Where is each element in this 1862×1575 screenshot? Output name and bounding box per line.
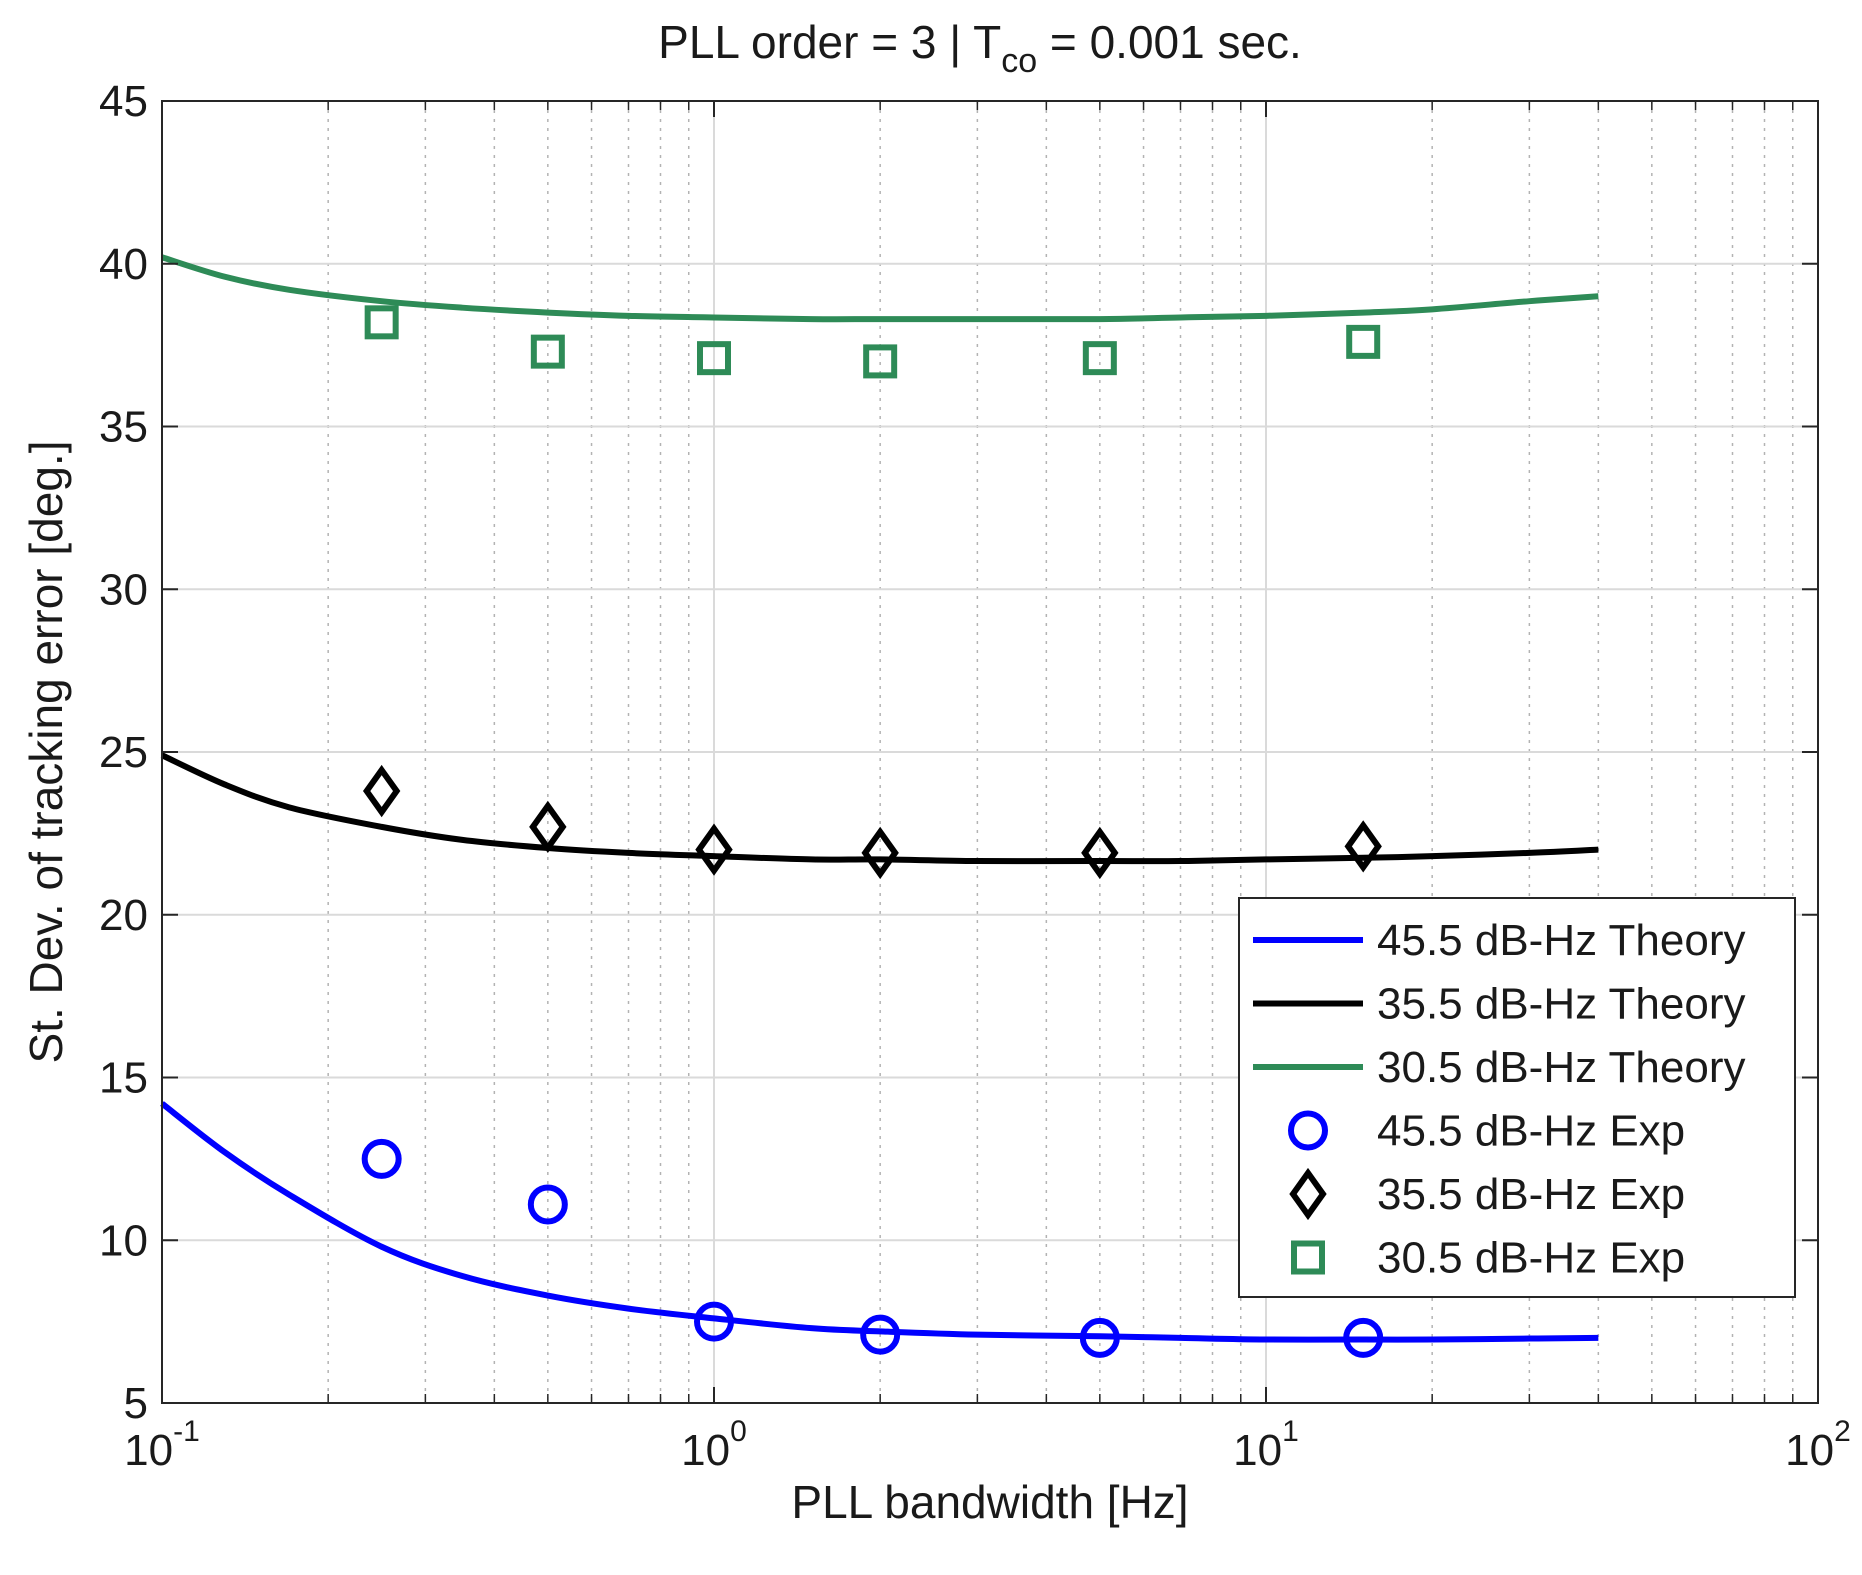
x-tick-label-base: 10 <box>681 1426 730 1475</box>
data-point-circle <box>1343 1317 1384 1358</box>
data-point-diamond <box>362 764 401 818</box>
x-tick-label: 10-1 <box>124 1415 200 1475</box>
legend-item: 45.5 dB-Hz Exp <box>1288 1107 1685 1156</box>
data-point-square <box>863 344 898 379</box>
legend-marker-diamond <box>1289 1167 1327 1221</box>
data-point-circle <box>361 1138 402 1179</box>
chart-title-subscript: co <box>1001 42 1037 80</box>
y-tick-label: 10 <box>99 1216 148 1265</box>
series-line <box>160 752 1599 865</box>
y-tick-label: 35 <box>99 403 148 452</box>
x-axis-label: PLL bandwidth [Hz] <box>791 1476 1188 1528</box>
x-tick-label-base: 10 <box>1233 1426 1282 1475</box>
series-line <box>161 254 1599 323</box>
legend-box <box>1238 897 1796 1298</box>
legend-item: 35.5 dB-Hz Exp <box>1289 1167 1685 1221</box>
chart-title: PLL order = 3 | Tco = 0.001 sec. <box>658 16 1302 80</box>
y-tick-label: 30 <box>99 565 148 614</box>
y-tick-label: 15 <box>99 1054 148 1103</box>
series-0 <box>160 1101 1599 1343</box>
data-point-square <box>364 305 399 340</box>
legend-marker-square <box>1291 1240 1325 1275</box>
series-3 <box>361 1138 1384 1358</box>
y-tick-label: 45 <box>99 77 148 126</box>
x-tick-label-exponent: 0 <box>730 1415 747 1448</box>
legend-label: 30.5 dB-Hz Exp <box>1377 1234 1685 1283</box>
series-4 <box>362 764 1382 880</box>
data-point-circle <box>527 1184 568 1225</box>
data-point-diamond <box>1344 820 1382 873</box>
data-point-diamond <box>1081 826 1119 880</box>
data-point-square <box>530 334 565 369</box>
chart-title-prefix: PLL order = 3 | T <box>658 16 1001 68</box>
data-point-diamond <box>861 826 899 880</box>
series-2 <box>161 254 1599 323</box>
x-tick-label-base: 10 <box>124 1426 173 1475</box>
x-tick-label: 102 <box>1785 1415 1851 1475</box>
data-point-square <box>697 341 731 376</box>
y-tick-label: 25 <box>99 728 148 777</box>
y-tick-label: 40 <box>99 240 148 289</box>
data-point-diamond <box>695 823 733 876</box>
legend-label: 35.5 dB-Hz Exp <box>1377 1170 1685 1219</box>
legend-item: 45.5 dB-Hz Theory <box>1253 916 1745 965</box>
series-layer <box>160 254 1599 1358</box>
legend: 45.5 dB-Hz Theory 35.5 dB-Hz Theory 30.5 d… <box>1238 897 1796 1298</box>
series-line <box>160 1101 1599 1343</box>
chart-title-suffix: = 0.001 sec. <box>1037 16 1302 68</box>
data-point-circle <box>1079 1317 1120 1358</box>
data-point-circle <box>694 1301 734 1342</box>
legend-label: 45.5 dB-Hz Theory <box>1377 916 1745 965</box>
x-tick-label-exponent: -1 <box>173 1415 200 1448</box>
data-point-circle <box>860 1314 901 1355</box>
legend-item: 30.5 dB-Hz Theory <box>1253 1043 1745 1092</box>
data-point-square <box>1346 324 1381 359</box>
x-tick-label-exponent: 1 <box>1282 1415 1299 1448</box>
legend-item: 35.5 dB-Hz Theory <box>1253 980 1745 1029</box>
legend-label: 30.5 dB-Hz Theory <box>1377 1043 1745 1092</box>
series-5 <box>364 305 1381 379</box>
legend-label: 35.5 dB-Hz Theory <box>1377 980 1745 1029</box>
legend-label: 45.5 dB-Hz Exp <box>1377 1107 1685 1156</box>
x-tick-label-base: 10 <box>1785 1426 1834 1475</box>
data-point-square <box>1082 341 1117 376</box>
legend-marker-circle <box>1288 1110 1328 1151</box>
x-tick-label-exponent: 2 <box>1834 1415 1851 1448</box>
data-point-diamond <box>529 800 567 854</box>
y-tick-label: 5 <box>124 1379 148 1428</box>
y-axis-label: St. Dev. of tracking error [deg.] <box>20 441 72 1064</box>
y-tick-label: 20 <box>99 891 148 940</box>
series-1 <box>160 752 1599 865</box>
x-tick-label: 101 <box>1233 1415 1299 1475</box>
legend-item: 30.5 dB-Hz Exp <box>1291 1234 1685 1283</box>
x-tick-label: 100 <box>681 1415 747 1475</box>
